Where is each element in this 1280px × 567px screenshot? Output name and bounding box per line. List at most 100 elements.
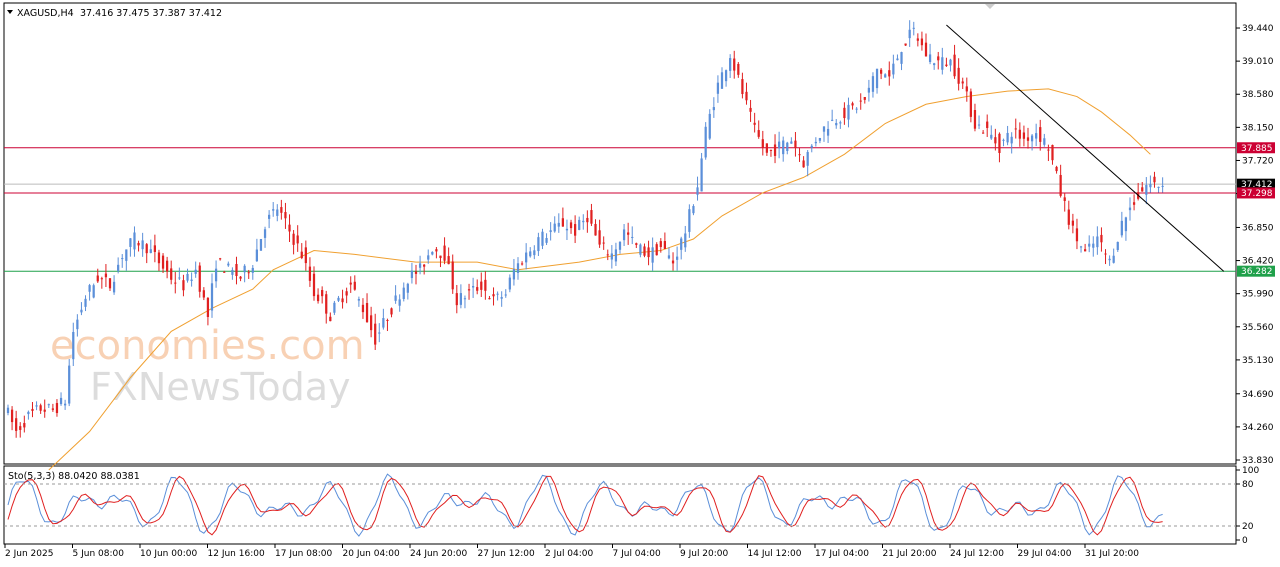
candle-body [337,297,340,301]
candle-body [565,228,569,231]
candle-body [133,232,136,250]
candle-body [884,74,887,78]
candle-body [365,303,369,323]
candle-body [455,293,458,306]
candle-body [769,149,773,151]
candle-body [39,405,42,411]
candle-body [451,261,454,290]
candle-body [545,237,548,243]
candle-body [933,63,936,66]
candle-body [1035,133,1038,139]
candle-body [704,126,707,158]
candle-body [1079,246,1083,248]
candle-body [59,397,63,405]
x-tick-label: 2 Jun 2025 [5,549,53,559]
candle-body [267,214,271,219]
candle-body [47,404,50,406]
candle-body [680,238,683,250]
header: XAGUSD,H4 37.416 37.475 37.387 37.412 [7,8,222,19]
x-tick-label: 2 Jul 04:00 [545,549,594,559]
candle-body [920,38,924,46]
candle-body [512,269,516,280]
y-tick-label: 35.990 [1242,290,1274,300]
scroll-marker-icon[interactable] [985,4,995,9]
x-tick-label: 27 Jun 12:00 [478,549,535,559]
watermark: economies.com FXNewsToday [50,323,365,409]
candle-body [190,279,193,281]
x-tick-label: 24 Jul 12:00 [950,549,1004,559]
candle-body [349,282,352,285]
x-tick-label: 5 Jun 08:00 [73,549,125,559]
candle-body [255,249,259,262]
candle-body [904,43,907,46]
candle-body [741,79,744,95]
candle-body [341,298,344,303]
candle-body [182,280,185,291]
price-axis: 39.44039.01038.58038.15037.72037.29036.8… [1236,24,1274,466]
candle-body [724,70,728,82]
candle-body [1071,220,1075,226]
dropdown-triangle-icon[interactable] [7,10,13,14]
candle-body [145,244,148,254]
candle-body [390,308,393,315]
candle-body [953,54,956,77]
stochastic-axis: 100 80 20 0 [4,466,1259,546]
candle-body [1063,197,1066,201]
candle-body [72,331,75,360]
candle-body [671,260,675,264]
candle-body [586,217,589,223]
candle-body [790,141,793,144]
candle-body [6,407,10,414]
candle-body [525,252,528,263]
candle-body [761,139,764,148]
candle-body [614,249,618,262]
candle-body [43,409,46,412]
candle-body [937,56,940,61]
x-tick-label: 10 Jun 00:00 [140,549,197,559]
trendline-line [946,24,1225,272]
candle-body [19,426,22,430]
candle-body [259,239,263,251]
x-tick-label: 7 Jul 04:00 [613,549,662,559]
x-tick-label: 12 Jun 16:00 [208,549,265,559]
candle-body [969,91,973,117]
level-tag [1237,265,1275,277]
candle-body [1022,132,1026,139]
candle-body [863,97,866,100]
candle-body [84,298,87,307]
candle-body [998,133,1001,153]
candle-body [916,38,919,41]
candle-body [945,64,948,66]
candle-body [1047,149,1050,151]
level-tag [1237,142,1275,154]
candle-body [316,294,320,302]
candle-body [981,132,985,134]
candle-body [431,251,434,255]
candle-body [459,293,463,305]
candle-body [675,256,679,260]
y-tick-label: 37.720 [1242,156,1274,166]
candle-body [782,140,785,155]
candle-body [178,277,181,279]
time-axis: 2 Jun 2025 5 Jun 08:00 10 Jun 00:00 12 Jun … [4,544,1139,559]
candle-body [276,209,279,216]
candle-body [194,269,197,274]
candle-body [749,107,752,112]
candle-body [569,222,573,229]
candle-body [447,256,450,265]
candle-body [296,235,299,244]
candle-body [737,63,740,75]
candle-body [1002,139,1005,141]
candle-body [602,242,605,244]
candle-body [35,405,38,407]
candle-body [467,289,471,291]
candle-body [733,58,736,71]
x-tick-label: 17 Jul 04:00 [815,549,869,559]
candle-body [851,103,854,106]
candle-body [251,267,254,273]
y-tick-label: 34.260 [1242,423,1274,433]
x-tick-label: 21 Jul 20:00 [883,549,937,559]
candle-body [802,160,805,168]
candle-body [488,298,491,300]
